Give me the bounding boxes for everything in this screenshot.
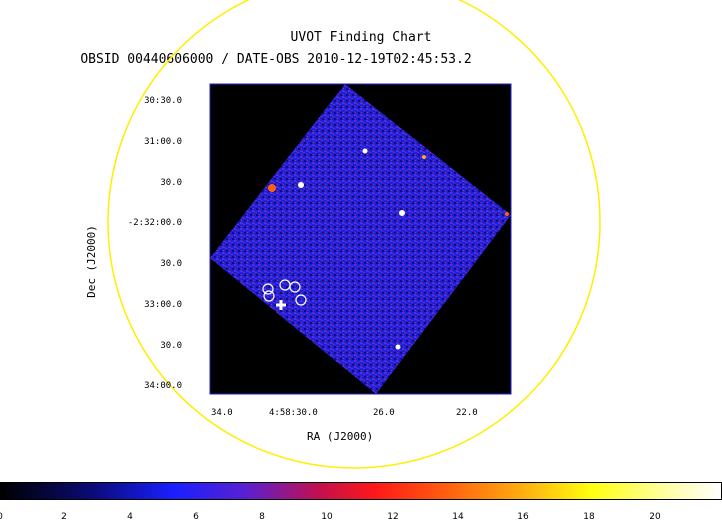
colorbar-tick: 6 [193,512,199,522]
y-tick-label: 30.0 [160,178,182,188]
y-axis-label: Dec (J2000) [84,225,98,298]
source [298,182,304,188]
y-tick-label: 30:30.0 [144,96,182,106]
target-marker [276,300,286,310]
field-of-view-circle [107,0,601,469]
colorbar-tick: 20 [649,512,661,522]
colorbar-tick: 4 [127,512,133,522]
x-tick-label: 22.0 [456,408,478,418]
y-tick-label: 34:00.0 [144,381,182,391]
y-tick-label: 33:00.0 [144,300,182,310]
source [362,148,368,154]
region-circle [262,283,274,295]
y-tick-label: 30.0 [160,259,182,269]
colorbar-tick: 12 [387,512,399,522]
colorbar-tick: 18 [583,512,595,522]
y-tick-label: -2:32:00.0 [127,218,182,228]
y-tick-label: 31:00.0 [144,137,182,147]
region-circle [295,294,307,306]
colorbar-tick: 2 [61,512,67,522]
y-tick-label: 30.0 [160,341,182,351]
source [268,184,276,192]
colorbar-tick: 16 [517,512,529,522]
image-frame [209,83,512,395]
source [399,210,405,216]
colorbar-tick: 8 [259,512,265,522]
source [505,212,509,216]
region-circle [263,290,275,302]
x-axis-label: RA (J2000) [307,430,374,443]
x-tick-label: 4:58:30.0 [269,408,318,418]
colorbar [0,482,722,500]
x-tick-label: 26.0 [373,408,395,418]
exposure-region [210,84,511,394]
chart-title: UVOT Finding Chart [290,30,432,45]
source [395,344,401,350]
colorbar-tick: 14 [452,512,464,522]
colorbar-tick: 10 [321,512,333,522]
colorbar-tick: 0 [0,512,3,522]
x-tick-label: 34.0 [211,408,233,418]
region-circle [289,281,301,293]
source [422,155,426,159]
chart-subtitle: OBSID 00440606000 / DATE-OBS 2010-12-19T… [80,52,472,67]
